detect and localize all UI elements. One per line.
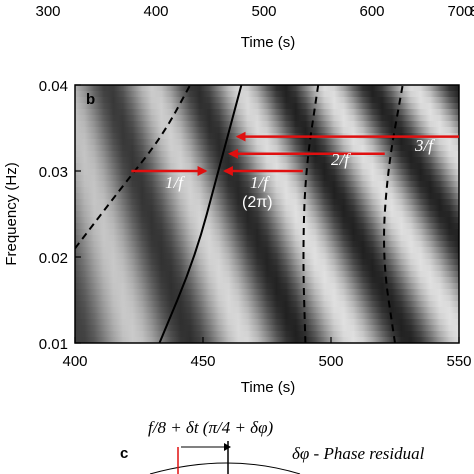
top-tick: 300 bbox=[35, 3, 60, 20]
y-tick: 0.02 bbox=[39, 250, 68, 267]
panel-c-arrowhead bbox=[224, 443, 231, 451]
heatmap-row bbox=[75, 307, 459, 314]
heatmap-row bbox=[75, 115, 459, 122]
label-2pi: (2π) bbox=[242, 194, 273, 211]
heatmap-row bbox=[75, 217, 459, 224]
plot-frame bbox=[74, 84, 460, 344]
phase-arrows bbox=[131, 131, 459, 176]
heatmap-row bbox=[75, 97, 459, 104]
heatmap-row bbox=[75, 187, 459, 194]
heatmap-row bbox=[75, 145, 459, 152]
heatmap-row bbox=[75, 199, 459, 206]
heatmap-row bbox=[75, 259, 459, 266]
heatmap-row bbox=[75, 157, 459, 164]
label-2-over-f: 2/f bbox=[331, 150, 351, 169]
top-axis-label: Time (s) bbox=[241, 34, 295, 51]
phase-residual-label: δφ - Phase residual bbox=[292, 444, 425, 463]
heatmap-row bbox=[75, 313, 459, 320]
heatmap-row bbox=[75, 85, 459, 92]
panel-c: c f/8 + δt (π/4 + δφ) δφ - Phase residua… bbox=[120, 418, 425, 474]
heatmap-row bbox=[75, 247, 459, 254]
top-tick: 400 bbox=[143, 3, 168, 20]
x-tick: 400 bbox=[62, 353, 87, 370]
heatmap-row bbox=[75, 109, 459, 116]
top-tick: 600 bbox=[359, 3, 384, 20]
y-tick: 0.01 bbox=[39, 336, 68, 353]
heatmap-row bbox=[75, 265, 459, 272]
label-1-over-f-right: 1/f bbox=[250, 173, 270, 192]
heatmap-row bbox=[75, 91, 459, 98]
x-tick: 550 bbox=[446, 353, 471, 370]
heatmap-row bbox=[75, 139, 459, 146]
heatmap-row bbox=[75, 271, 459, 278]
heatmap-row bbox=[75, 121, 459, 128]
heatmap-row bbox=[75, 181, 459, 188]
x-axis-label: Time (s) bbox=[241, 379, 295, 396]
heatmap-row bbox=[75, 295, 459, 302]
top-axis: 300 400 500 600 700 800 Time (s) bbox=[35, 3, 474, 51]
heatmap-row bbox=[75, 103, 459, 110]
top-tick: 700 bbox=[447, 3, 472, 20]
heatmap-row bbox=[75, 163, 459, 170]
panel-c-arc bbox=[149, 462, 301, 474]
heatmap-row bbox=[75, 331, 459, 338]
heatmap-row bbox=[75, 241, 459, 248]
heatmap-row bbox=[75, 325, 459, 332]
dashed-contour bbox=[383, 85, 404, 343]
x-tick: 450 bbox=[190, 353, 215, 370]
heatmap-row bbox=[75, 211, 459, 218]
heatmap-row bbox=[75, 277, 459, 284]
y-tick: 0.04 bbox=[39, 78, 68, 95]
heatmap-row bbox=[75, 289, 459, 296]
heatmap-row bbox=[75, 205, 459, 212]
heatmap bbox=[75, 85, 459, 343]
x-tick: 500 bbox=[318, 353, 343, 370]
label-1-over-f-left: 1/f bbox=[165, 173, 185, 192]
panel-letter-c: c bbox=[120, 445, 128, 462]
dashed-contour bbox=[302, 85, 320, 343]
heatmap-row bbox=[75, 235, 459, 242]
label-3-over-f: 3/f bbox=[414, 136, 435, 155]
panel-c-formula: f/8 + δt (π/4 + δφ) bbox=[148, 418, 273, 437]
dashed-contour bbox=[75, 85, 192, 250]
heatmap-row bbox=[75, 301, 459, 308]
top-tick: 500 bbox=[251, 3, 276, 20]
heatmap-row bbox=[75, 223, 459, 230]
top-tick: 800 bbox=[470, 3, 474, 20]
heatmap-row bbox=[75, 175, 459, 182]
y-axis-label: Frequency (Hz) bbox=[3, 162, 20, 265]
heatmap-row bbox=[75, 127, 459, 134]
tick-marks bbox=[74, 84, 460, 344]
heatmap-row bbox=[75, 319, 459, 326]
panel-letter-b: b bbox=[86, 91, 95, 108]
solid-contour bbox=[158, 85, 243, 343]
heatmap-row bbox=[75, 253, 459, 260]
y-tick: 0.03 bbox=[39, 164, 68, 181]
heatmap-row bbox=[75, 283, 459, 290]
heatmap-row bbox=[75, 193, 459, 200]
heatmap-row bbox=[75, 229, 459, 236]
heatmap-row bbox=[75, 169, 459, 176]
heatmap-row bbox=[75, 337, 459, 343]
